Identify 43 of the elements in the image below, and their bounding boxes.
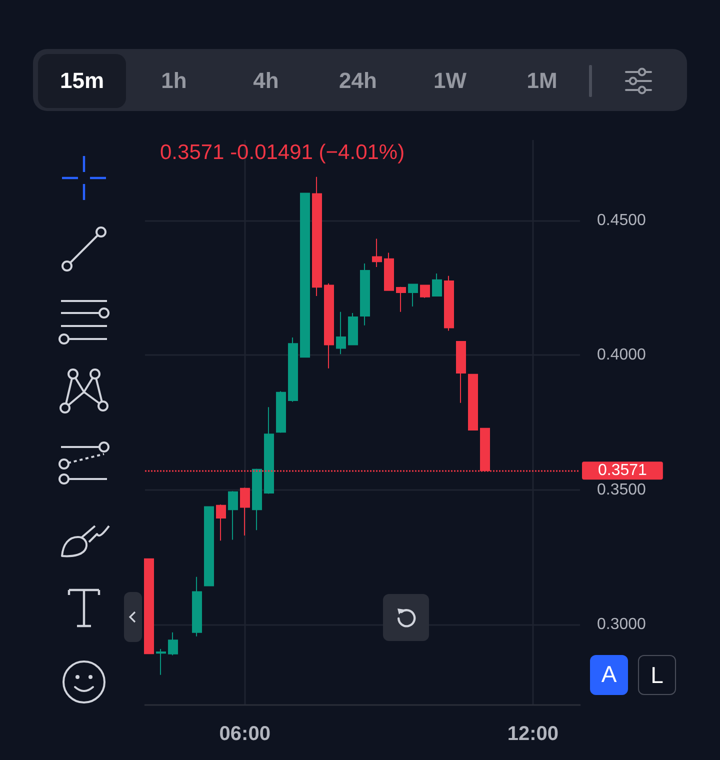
candlestick xyxy=(168,632,178,656)
candlestick xyxy=(156,648,166,676)
candlestick xyxy=(276,390,286,434)
candlestick xyxy=(300,192,310,358)
candlestick xyxy=(408,284,418,308)
candlestick xyxy=(264,406,274,494)
candlestick xyxy=(444,275,454,332)
candlestick xyxy=(216,504,226,542)
scale-button: A xyxy=(590,655,628,695)
x-tick-label: 12:00 xyxy=(507,723,559,745)
annotation: 0.3571 -0.01491 (−4.01%) xyxy=(160,141,405,165)
candlestick xyxy=(204,506,214,586)
candlestick xyxy=(420,284,430,298)
y-tick-label: 0.4500 xyxy=(597,212,646,230)
candlestick xyxy=(252,468,262,531)
candlestick xyxy=(288,336,298,402)
text: 1M xyxy=(526,68,558,94)
candlestick xyxy=(348,312,358,346)
candlestick xyxy=(324,282,334,369)
y-tick-label: 0.3000 xyxy=(597,616,646,633)
y-tick-label: 0.4000 xyxy=(597,346,646,364)
candlestick xyxy=(192,576,202,637)
candlestick xyxy=(384,252,394,291)
text: 1W xyxy=(434,68,466,94)
x-tick-label: 06:00 xyxy=(219,723,270,745)
ref-line-label: 0.3571 xyxy=(598,462,648,480)
text: 1h xyxy=(161,68,187,94)
candlestick xyxy=(144,558,154,654)
candlestick xyxy=(228,490,238,540)
candlestick xyxy=(312,176,322,297)
candlestick xyxy=(468,374,478,431)
candlestick xyxy=(396,286,406,312)
candlestick xyxy=(372,238,382,268)
candlestick xyxy=(360,262,370,326)
text: 4h xyxy=(253,68,279,94)
text: 15m xyxy=(60,68,104,94)
candlestick xyxy=(336,311,346,355)
candlestick xyxy=(456,341,466,404)
scale-button: L xyxy=(638,655,676,695)
y-tick-label: 0.3500 xyxy=(597,481,646,498)
candlestick xyxy=(240,487,250,536)
text: 24h xyxy=(339,68,377,94)
candlestick xyxy=(432,272,442,297)
